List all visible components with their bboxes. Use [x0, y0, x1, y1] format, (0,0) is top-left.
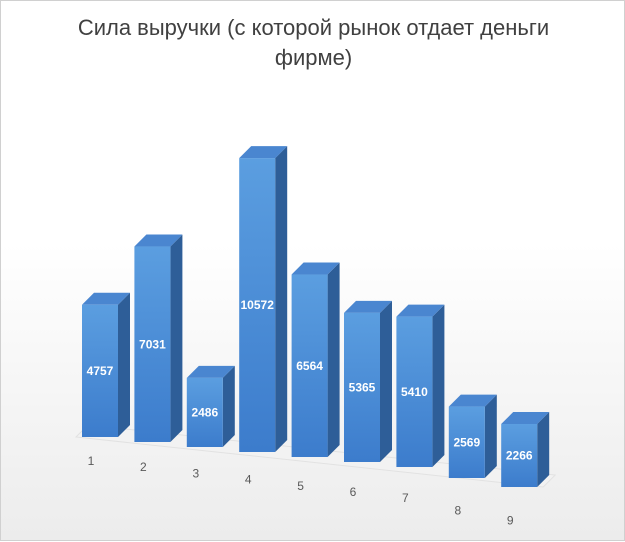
x-tick-4: 4	[245, 473, 252, 487]
bar-side-1	[118, 292, 130, 437]
data-label-5: 6564	[296, 359, 323, 373]
bar-side-8	[484, 394, 497, 478]
bar-side-2	[170, 234, 183, 442]
bar-front-2	[134, 246, 171, 442]
x-tick-3: 3	[192, 466, 199, 480]
data-label-2: 7031	[139, 337, 166, 351]
data-label-1: 4757	[87, 364, 114, 378]
bar-side-7	[432, 304, 445, 467]
bar-top-7	[396, 304, 445, 317]
bar-3: 2486	[186, 365, 235, 447]
data-label-9: 2266	[506, 449, 533, 463]
bar-top-1	[82, 292, 130, 305]
bar-7: 5410	[396, 304, 445, 467]
bar-top-6	[344, 300, 392, 313]
data-label-3: 2486	[191, 405, 218, 419]
bar-top-4	[239, 146, 288, 159]
x-tick-6: 6	[350, 485, 357, 499]
bar-front-3	[186, 377, 223, 447]
bar-front-5	[291, 274, 328, 457]
bar-top-5	[291, 262, 340, 275]
bar-1: 4757	[82, 292, 130, 437]
bar-front-6	[344, 312, 380, 462]
x-tick-1: 1	[88, 454, 95, 468]
bar-front-8	[448, 406, 485, 478]
bar-front-1	[82, 304, 118, 437]
bar-top-8	[448, 394, 497, 407]
data-label-8: 2569	[453, 435, 480, 449]
x-tick-5: 5	[297, 479, 304, 493]
bar-top-9	[501, 412, 550, 425]
data-label-7: 5410	[401, 385, 428, 399]
data-label-4: 10572	[241, 298, 275, 312]
bar-5: 6564	[291, 262, 340, 457]
bar-side-3	[222, 365, 235, 447]
bar-top-3	[186, 365, 235, 378]
bar-front-7	[396, 316, 433, 467]
bar-8: 2569	[448, 394, 497, 478]
bar-front-9	[501, 424, 538, 487]
x-tick-2: 2	[140, 460, 147, 474]
x-tick-9: 9	[507, 514, 514, 528]
bar-side-9	[537, 412, 550, 487]
bar-2: 7031	[134, 234, 183, 442]
bar-side-6	[380, 300, 392, 462]
bar-side-4	[275, 146, 288, 453]
bar-side-5	[327, 262, 340, 457]
bar-top-2	[134, 234, 183, 247]
bar-9: 2266	[501, 412, 550, 487]
bar-front-4	[239, 158, 276, 453]
x-tick-8: 8	[454, 503, 461, 517]
x-tick-7: 7	[402, 491, 409, 505]
bar-4: 10572	[239, 146, 288, 453]
bar-6: 5365	[344, 300, 392, 462]
data-label-6: 5365	[349, 380, 376, 394]
chart-title: Сила выручки (с которой рынок отдает ден…	[77, 15, 550, 70]
